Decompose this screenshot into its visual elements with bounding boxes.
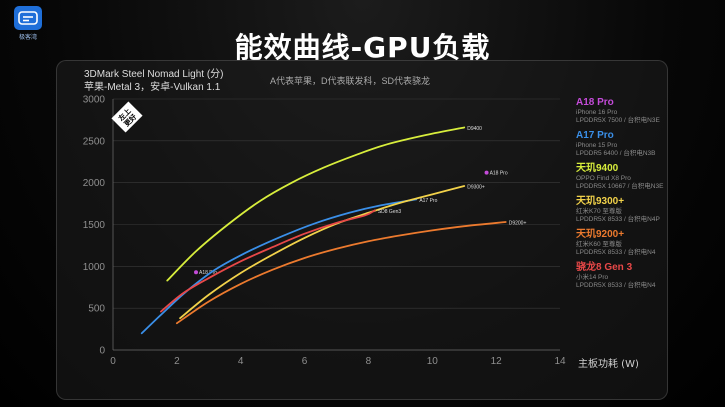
legend-name: 天玑9200+ [576, 229, 625, 240]
y-tick-label: 500 [88, 304, 105, 315]
legend-name: 天玑9300+ [576, 196, 625, 207]
y-tick-label: 1000 [83, 262, 106, 273]
legend-spec: LPDDR5X 8533 / 台积电N4 [576, 249, 656, 256]
x-axis-label: 主板功耗 (W) [578, 357, 639, 370]
x-tick-label: 10 [427, 356, 439, 367]
x-tick-label: 8 [366, 356, 372, 367]
legend-name: A18 Pro [576, 97, 614, 108]
series-label-a17-pro: A17 Pro [419, 198, 437, 204]
y-tick-label: 0 [99, 346, 105, 357]
series-label-d9200-: D9200+ [509, 220, 527, 226]
logo: 极客湾 [14, 6, 42, 42]
x-tick-label: 4 [238, 356, 244, 367]
legend-device: iPhone 16 Pro [576, 109, 618, 116]
legend-spec: LPDDR5X 8533 / 台积电N4P [576, 216, 660, 223]
series-point-a18-pro [194, 270, 199, 275]
legend-device: 红米K70 至尊版 [576, 208, 622, 215]
page-title: 能效曲线-GPU负载 [234, 31, 491, 64]
badge-bg [111, 101, 143, 133]
series-label-sd8-gen3: SD8 Gen3 [378, 209, 402, 215]
logo-icon [14, 6, 42, 30]
chart-note: A代表苹果，D代表联发科，SD代表骁龙 [270, 76, 431, 86]
legend-name: A17 Pro [576, 130, 614, 141]
legend-device: 红米K60 至尊版 [576, 241, 622, 248]
y-tick-label: 2500 [83, 136, 106, 147]
x-tick-label: 12 [491, 356, 503, 367]
x-tick-label: 6 [302, 356, 308, 367]
series-point-a18-pro [484, 170, 489, 175]
legend-device: OPPO Find X8 Pro [576, 175, 631, 182]
y-tick-label: 1500 [83, 220, 106, 231]
series-line-a17-pro [140, 198, 418, 335]
series-line-d9200- [175, 221, 507, 325]
series-line-sd8-gen3 [159, 209, 376, 313]
legend-spec: LPDDR5 6400 / 台积电N3B [576, 150, 656, 157]
legend-item: A17 Pro iPhone 15 Pro LPDDR5 6400 / 台积电N3B [576, 130, 696, 158]
legend-name: 天玑9400 [576, 163, 619, 174]
legend: A18 Pro iPhone 16 Pro LPDDR5X 7500 / 台积电N3… [576, 97, 696, 295]
legend-device: 小米14 Pro [576, 274, 609, 281]
x-tick-label: 14 [554, 356, 566, 367]
series-label-d9300-: D9300+ [467, 185, 485, 191]
logo-text: 极客湾 [18, 35, 37, 41]
legend-spec: LPDDR5X 7500 / 台积电N3E [576, 117, 660, 124]
y-tick-label: 2000 [83, 178, 106, 189]
legend-item: 天玑9200+ 红米K60 至尊版 LPDDR5X 8533 / 台积电N4 [576, 229, 696, 257]
legend-spec: LPDDR5X 10667 / 台积电N3E [576, 183, 664, 190]
x-tick-label: 2 [174, 356, 180, 367]
legend-item: 天玑9400 OPPO Find X8 Pro LPDDR5X 10667 / 台积… [576, 163, 696, 191]
legend-device: iPhone 15 Pro [576, 142, 618, 149]
chart-subtitle: 苹果-Metal 3，安卓-Vulkan 1.1 [84, 82, 221, 93]
chart-panel [56, 60, 668, 400]
x-tick-label: 0 [110, 356, 116, 367]
series-line-d9400 [166, 126, 466, 282]
y-tick-label: 3000 [83, 95, 106, 106]
series-line-d9300- [179, 185, 466, 320]
chart-heading: 3DMark Steel Nomad Light (分) 苹果-Metal 3，… [84, 68, 224, 94]
series-label-d9400: D9400 [467, 126, 482, 132]
series-label-a18-pro: A18 Pro [199, 270, 217, 276]
legend-item: A18 Pro iPhone 16 Pro LPDDR5X 7500 / 台积电N3… [576, 97, 696, 125]
series-label-a18-pro: A18 Pro [490, 171, 508, 177]
chart-title: 3DMark Steel Nomad Light (分) [84, 69, 224, 80]
legend-item: 骁龙8 Gen 3 小米14 Pro LPDDR5X 8533 / 台积电N4 [576, 262, 696, 290]
legend-name: 骁龙8 Gen 3 [576, 262, 633, 273]
legend-item: 天玑9300+ 红米K70 至尊版 LPDDR5X 8533 / 台积电N4P [576, 196, 696, 224]
legend-spec: LPDDR5X 8533 / 台积电N4 [576, 282, 656, 289]
